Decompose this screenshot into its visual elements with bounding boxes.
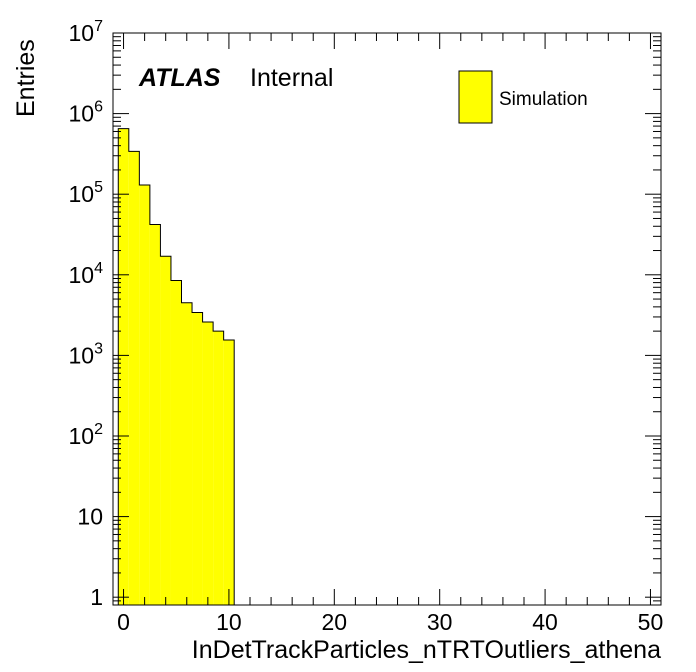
histogram-bar <box>160 256 171 605</box>
histogram-bars <box>117 128 235 606</box>
legend-entry-label: Simulation <box>499 89 588 110</box>
y-tick-label: 106 <box>69 99 104 127</box>
histogram-outline <box>117 128 235 605</box>
atlas-label: ATLAS <box>138 64 221 92</box>
x-tick-label: 30 <box>427 609 453 635</box>
histogram-bar <box>128 151 140 605</box>
x-tick-label: 0 <box>117 609 130 635</box>
histogram-bar <box>213 331 224 605</box>
y-tick-label: 103 <box>69 340 104 368</box>
y-tick-label: 10 <box>77 504 103 530</box>
histogram-bar <box>149 224 161 605</box>
x-axis-ticks <box>123 33 651 605</box>
x-tick-label: 40 <box>532 609 558 635</box>
legend: Simulation <box>458 70 588 124</box>
x-tick-label: 50 <box>638 609 664 635</box>
plot-frame <box>112 32 662 606</box>
y-tick-label: 102 <box>69 421 104 449</box>
x-axis-tick-labels: 0 10 20 30 40 50 <box>117 609 663 635</box>
y-tick-label: 107 <box>69 18 104 46</box>
histogram-bar <box>170 280 182 605</box>
x-tick-label: 20 <box>322 609 348 635</box>
histogram-bar <box>202 321 214 605</box>
histogram-bar <box>181 302 193 605</box>
internal-label: Internal <box>250 64 333 92</box>
x-axis-title: InDetTrackParticles_nTRTOutliers_athena <box>192 636 661 664</box>
histogram-bar <box>118 128 129 605</box>
y-axis-title: Entries <box>12 39 40 117</box>
y-axis-tick-labels: 1 10 102 103 104 105 106 107 <box>69 18 104 610</box>
legend-swatch <box>458 70 493 124</box>
y-tick-label: 105 <box>69 179 104 207</box>
histogram-bar <box>192 312 203 605</box>
y-axis-ticks <box>113 32 661 606</box>
y-tick-label: 104 <box>69 260 104 288</box>
histogram-bar <box>139 185 150 606</box>
x-tick-label: 10 <box>216 609 242 635</box>
y-tick-label: 1 <box>90 584 103 610</box>
histogram-bar <box>223 340 235 605</box>
